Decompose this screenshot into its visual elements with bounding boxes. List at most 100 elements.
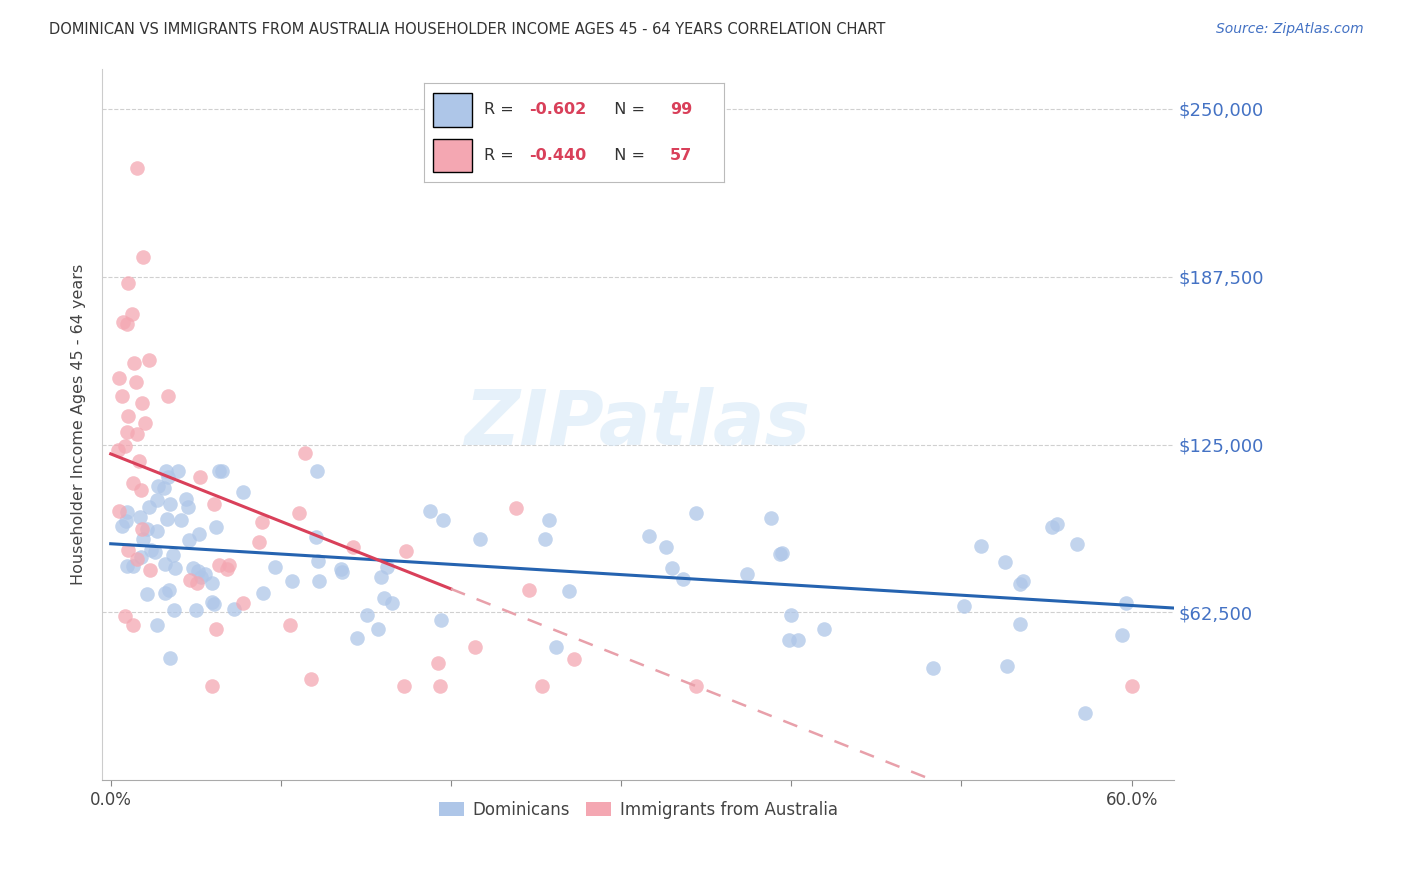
Point xyxy=(177,533,200,548)
Point xyxy=(117,409,139,423)
Point xyxy=(429,614,451,628)
Point xyxy=(330,562,353,576)
Point xyxy=(342,540,364,554)
Point xyxy=(132,532,155,546)
Point xyxy=(672,572,695,586)
Point xyxy=(141,542,163,557)
Point xyxy=(125,375,148,389)
Point xyxy=(121,558,143,573)
Point xyxy=(111,389,134,403)
Point xyxy=(202,597,225,611)
Point xyxy=(107,442,129,457)
Point xyxy=(356,608,378,623)
Point xyxy=(115,514,138,528)
Point xyxy=(186,575,208,590)
Point xyxy=(922,661,945,675)
Point xyxy=(307,554,329,568)
Point xyxy=(247,534,270,549)
Point xyxy=(176,491,198,506)
Point xyxy=(426,656,449,670)
Point xyxy=(546,640,568,655)
Point xyxy=(232,596,254,610)
Point xyxy=(952,599,974,613)
Point xyxy=(222,602,245,616)
Point xyxy=(134,416,156,430)
Point xyxy=(155,464,177,478)
Point xyxy=(166,464,188,478)
Point xyxy=(153,481,176,495)
Point xyxy=(190,570,212,584)
Point xyxy=(637,529,659,543)
Point xyxy=(184,603,207,617)
Text: ZIPatlas: ZIPatlas xyxy=(465,387,811,461)
Point xyxy=(1040,520,1063,534)
Point xyxy=(211,464,233,478)
Point xyxy=(135,587,157,601)
Point xyxy=(165,560,187,574)
Point xyxy=(129,509,152,524)
Point xyxy=(558,584,581,599)
Point xyxy=(181,561,204,575)
Point xyxy=(281,574,304,588)
Point xyxy=(1066,537,1088,551)
Point xyxy=(375,560,398,574)
Point xyxy=(218,558,240,572)
Point xyxy=(205,622,228,636)
Point xyxy=(145,492,167,507)
Point xyxy=(159,497,181,511)
Point xyxy=(146,524,169,538)
Point xyxy=(202,497,225,511)
Point xyxy=(1111,628,1133,642)
Point xyxy=(770,546,793,560)
Point xyxy=(156,469,179,483)
Point xyxy=(517,582,540,597)
Point xyxy=(737,566,759,581)
Point xyxy=(155,558,177,572)
Text: Source: ZipAtlas.com: Source: ZipAtlas.com xyxy=(1216,22,1364,37)
Point xyxy=(117,277,139,291)
Point xyxy=(1010,617,1032,632)
Point xyxy=(1115,595,1137,609)
Point xyxy=(146,479,169,493)
Point xyxy=(163,602,186,616)
Point xyxy=(562,652,585,666)
Point xyxy=(157,582,180,597)
Point xyxy=(373,591,395,606)
Point xyxy=(179,573,201,587)
Point xyxy=(418,504,440,518)
Point xyxy=(127,551,149,566)
Point xyxy=(769,547,792,561)
Point xyxy=(531,679,554,693)
Point xyxy=(231,485,253,500)
Point xyxy=(132,250,155,264)
Point xyxy=(115,425,138,439)
Point xyxy=(176,500,198,514)
Point xyxy=(429,679,451,693)
Point xyxy=(201,575,224,590)
Point xyxy=(162,548,184,562)
Point xyxy=(761,511,783,525)
Point xyxy=(685,506,707,520)
Point xyxy=(155,586,177,600)
Point xyxy=(294,446,316,460)
Point xyxy=(146,618,169,632)
Point xyxy=(143,544,166,558)
Point xyxy=(278,617,301,632)
Point xyxy=(464,640,486,655)
Point xyxy=(308,574,330,589)
Point xyxy=(108,504,131,518)
Point xyxy=(129,550,152,565)
Point xyxy=(125,426,148,441)
Point xyxy=(190,470,212,484)
Point xyxy=(159,651,181,665)
Point xyxy=(380,596,402,610)
Point xyxy=(136,522,159,536)
Point xyxy=(156,512,179,526)
Point xyxy=(217,562,239,576)
Point xyxy=(685,679,707,693)
Legend: Dominicans, Immigrants from Australia: Dominicans, Immigrants from Australia xyxy=(432,794,844,825)
Point xyxy=(194,567,217,582)
Point xyxy=(537,513,560,527)
Point xyxy=(813,623,835,637)
Point xyxy=(970,539,993,553)
